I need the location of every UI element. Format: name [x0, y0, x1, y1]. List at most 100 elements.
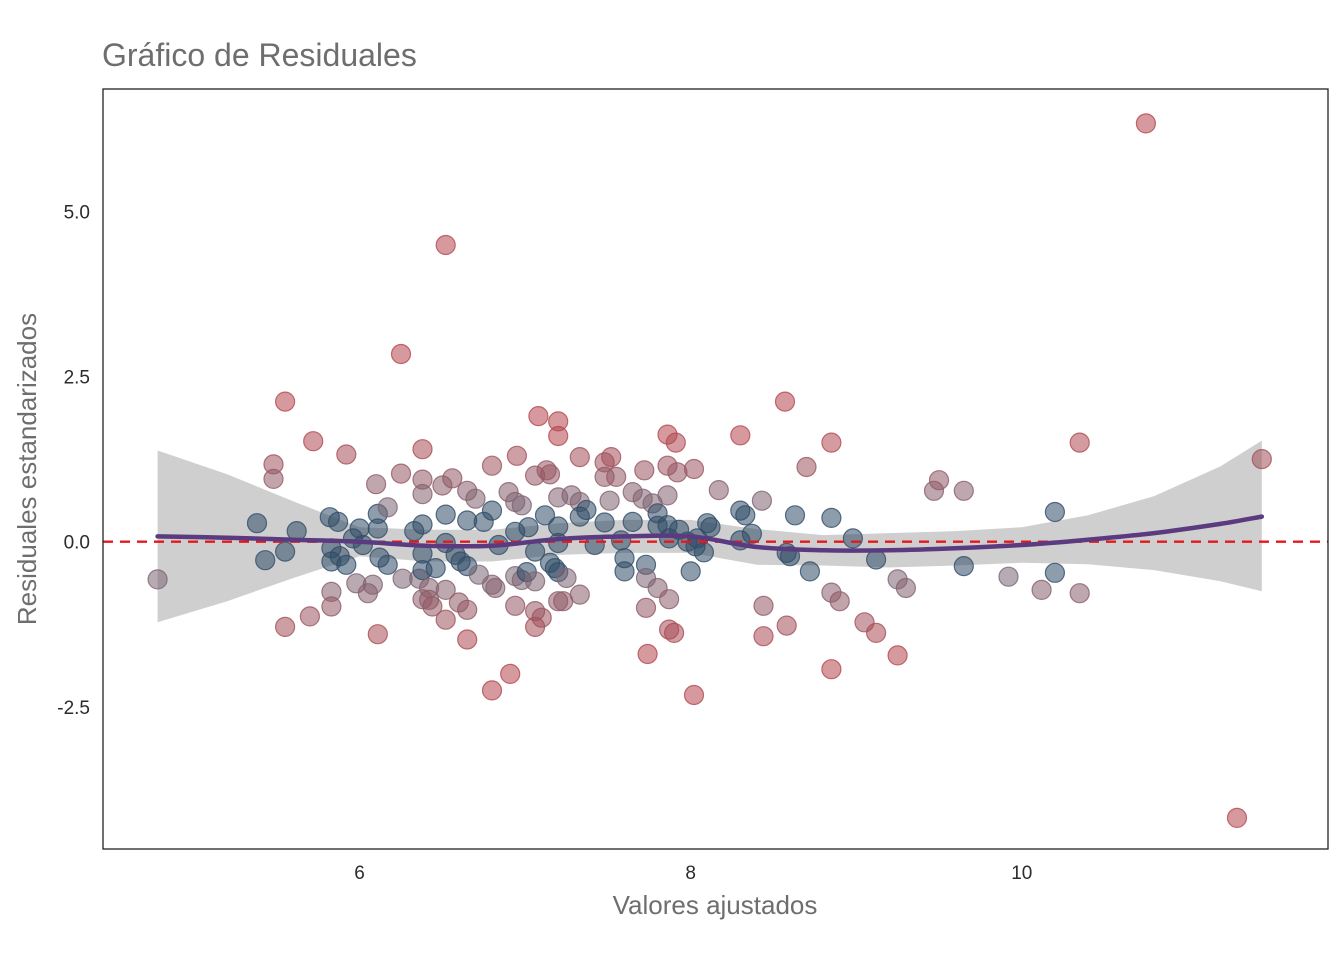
data-point — [349, 518, 370, 539]
data-point — [321, 596, 342, 617]
data-point — [457, 599, 478, 620]
data-point — [299, 606, 320, 627]
data-point — [528, 406, 549, 427]
x-tick-label: 8 — [685, 863, 696, 884]
data-point — [511, 495, 532, 516]
data-point — [412, 484, 433, 505]
data-point — [1044, 562, 1066, 583]
data-point — [821, 432, 842, 453]
data-point — [821, 659, 842, 680]
data-point — [481, 455, 503, 476]
data-point — [606, 466, 627, 487]
data-point — [352, 534, 373, 556]
data-point — [708, 480, 729, 501]
points-layer — [147, 113, 1272, 829]
x-axis-ticks: 6 8 10 — [354, 863, 1032, 884]
data-point — [518, 517, 539, 538]
data-point — [569, 584, 590, 605]
data-point — [1044, 501, 1066, 523]
data-point — [693, 542, 715, 563]
data-point — [500, 663, 521, 685]
y-axis-ticks: 5.0 2.5 0.0 -2.5 — [57, 202, 90, 719]
data-point — [865, 622, 887, 644]
y-tick-label: 2.5 — [64, 368, 90, 389]
data-point — [328, 511, 349, 533]
data-point — [865, 549, 887, 570]
data-point — [442, 468, 463, 489]
data-point — [539, 464, 561, 485]
data-point — [481, 680, 503, 701]
data-point — [610, 530, 632, 551]
data-point — [634, 460, 655, 481]
data-point — [953, 555, 974, 577]
data-point — [275, 541, 296, 562]
data-point — [1251, 449, 1272, 470]
data-point — [622, 511, 643, 533]
data-point — [658, 589, 680, 610]
data-point — [601, 447, 622, 468]
data-point — [599, 490, 620, 511]
data-point — [637, 643, 658, 665]
data-point — [303, 431, 324, 452]
data-point — [683, 458, 705, 480]
data-point — [1069, 432, 1090, 453]
data-point — [895, 577, 917, 599]
data-point — [435, 234, 456, 256]
x-tick-label: 6 — [354, 863, 365, 884]
data-point — [336, 444, 357, 465]
data-point — [336, 554, 357, 575]
data-point — [390, 463, 412, 484]
data-point — [246, 513, 268, 534]
data-point — [1031, 579, 1052, 601]
data-point — [1069, 583, 1090, 604]
data-point — [548, 532, 569, 554]
data-point — [485, 577, 506, 599]
data-point — [799, 561, 821, 582]
data-point — [390, 343, 412, 365]
data-point — [366, 474, 387, 495]
data-point — [435, 609, 456, 630]
data-point — [667, 462, 688, 483]
data-point — [548, 425, 569, 447]
data-point — [665, 432, 686, 453]
data-point — [576, 499, 597, 521]
data-point — [506, 445, 528, 466]
data-point — [505, 595, 526, 616]
data-point — [829, 591, 850, 612]
data-point — [275, 391, 296, 412]
data-point — [998, 566, 1019, 587]
data-point — [425, 557, 446, 579]
data-point — [741, 523, 763, 544]
plot-frame — [102, 88, 1329, 850]
data-point — [657, 485, 678, 506]
y-tick-label: 5.0 — [64, 202, 90, 223]
data-point — [700, 517, 721, 538]
data-point — [887, 645, 908, 666]
data-point — [367, 518, 388, 539]
data-point — [412, 514, 433, 535]
data-point — [481, 500, 503, 521]
data-point — [457, 629, 478, 650]
smooth-line-layer — [155, 514, 1265, 553]
data-point — [776, 615, 797, 636]
data-point — [362, 574, 383, 595]
data-point — [465, 488, 486, 509]
data-point — [377, 497, 398, 518]
plot-area — [102, 88, 1329, 850]
data-point — [953, 480, 974, 501]
data-point — [784, 505, 806, 526]
x-tick-label: 10 — [1011, 863, 1032, 884]
data-point — [594, 512, 615, 533]
data-point — [569, 447, 590, 468]
y-axis-title: Residuales estandarizados — [12, 313, 42, 625]
data-point — [730, 425, 751, 446]
data-point — [774, 391, 796, 412]
data-point — [367, 624, 388, 645]
data-point — [928, 470, 950, 491]
data-point — [1226, 807, 1248, 829]
data-point — [435, 504, 456, 525]
data-point — [275, 616, 296, 638]
y-tick-label: -2.5 — [57, 698, 90, 719]
data-point — [1135, 113, 1157, 134]
